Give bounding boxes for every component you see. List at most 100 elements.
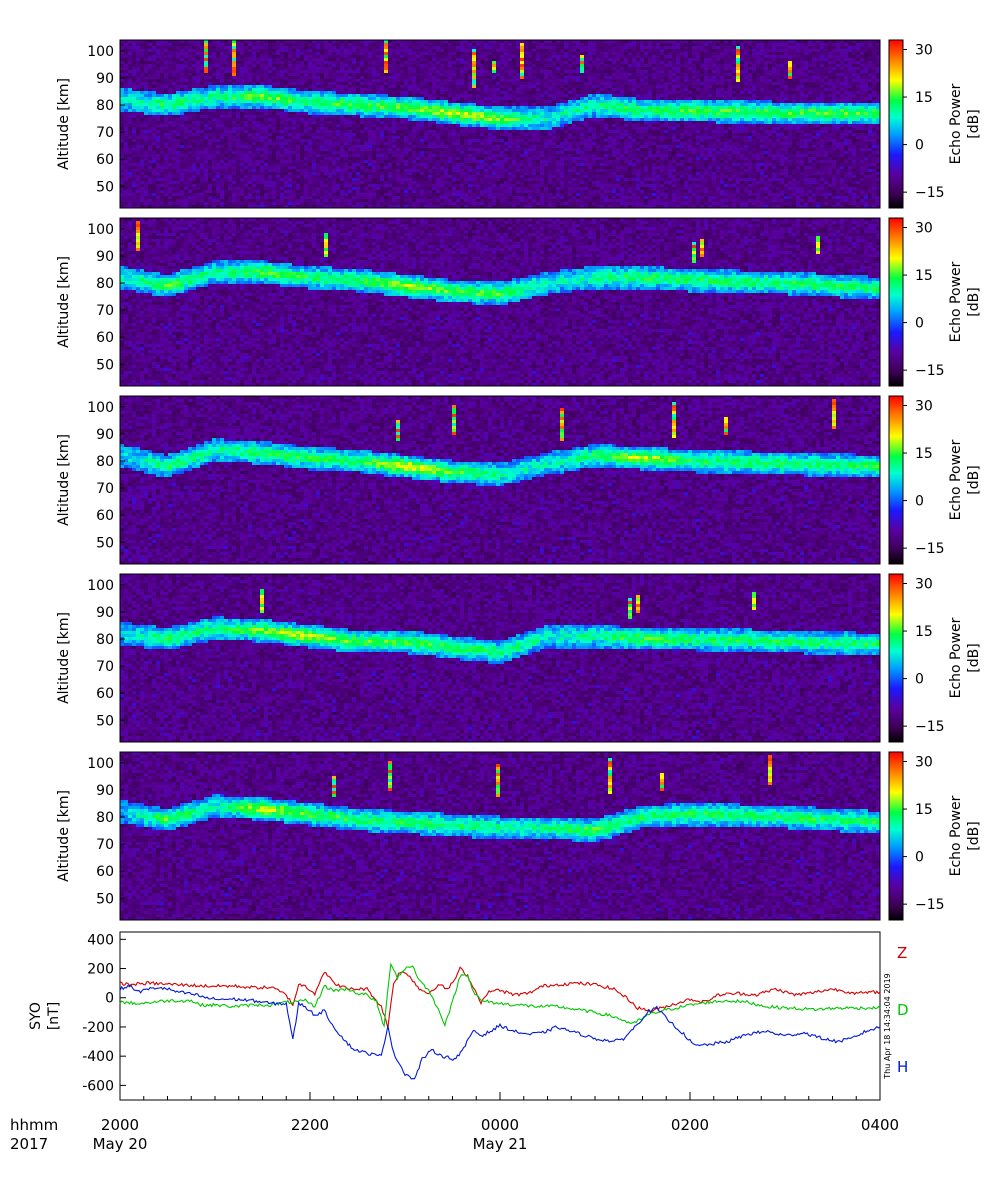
colorbar-label: Echo Power — [948, 617, 964, 698]
y-tick-label: 80 — [96, 810, 114, 826]
y-tick-label: 70 — [96, 837, 114, 853]
time-axis-row1-label: hhmm — [10, 1116, 58, 1134]
timestamp: Thu Apr 18 14:34:04 2019 — [883, 973, 892, 1080]
y-axis-label: Altitude [km] — [56, 612, 72, 704]
colorbar-gradient — [889, 40, 903, 208]
y-tick-label: 60 — [96, 508, 114, 524]
y-tick-label: 90 — [96, 427, 114, 443]
colorbar-tick-label: 0 — [915, 850, 924, 866]
heatmap-cells — [120, 752, 880, 920]
colorbar-tick-label: 15 — [915, 268, 933, 284]
y-tick-label: 70 — [96, 481, 114, 497]
colorbar-label: Echo Power — [948, 261, 964, 342]
y-tick-label: 100 — [87, 756, 114, 772]
colorbar-unit: [dB] — [966, 643, 982, 672]
date-label: May 20 — [93, 1135, 148, 1153]
heatmap-cells — [120, 218, 880, 386]
time-tick-label: 0000 — [481, 1116, 519, 1134]
colorbar-tick-label: 15 — [915, 624, 933, 640]
y-tick-label: 60 — [96, 864, 114, 880]
mag-y-tick-label: -600 — [82, 1078, 114, 1094]
y-tick-label: 50 — [96, 179, 114, 195]
time-tick-label: 0400 — [861, 1116, 899, 1134]
colorbar-tick-label: 15 — [915, 802, 933, 818]
mag-y-label: SYO — [28, 1002, 44, 1030]
colorbar-unit: [dB] — [966, 109, 982, 138]
echo-panel-1: 50 60 70 80 90 100 Altitude [km] −15 0 15 30 Echo P… — [56, 40, 982, 208]
series-label-Z: Z — [897, 944, 907, 962]
y-tick-label: 80 — [96, 98, 114, 114]
colorbar-tick-label: −15 — [915, 363, 945, 379]
colorbar-tick-label: 30 — [915, 399, 933, 415]
y-axis-label: Altitude [km] — [56, 256, 72, 348]
colorbar-gradient — [889, 752, 903, 920]
y-axis-label: Altitude [km] — [56, 790, 72, 882]
date-label: May 21 — [473, 1135, 528, 1153]
y-tick-label: 100 — [87, 44, 114, 60]
y-tick-label: 80 — [96, 632, 114, 648]
echo-panels: 50 60 70 80 90 100 Altitude [km] −15 0 15 30 Echo P… — [56, 40, 982, 920]
colorbar-tick-label: 0 — [915, 138, 924, 154]
colorbar-tick-label: −15 — [915, 185, 945, 201]
y-tick-label: 90 — [96, 605, 114, 621]
time-tick-label: 0200 — [671, 1116, 709, 1134]
y-tick-label: 60 — [96, 152, 114, 168]
mag-y-tick-label: 0 — [105, 991, 114, 1007]
mag-frame — [120, 932, 880, 1100]
colorbar-tick-label: 0 — [915, 494, 924, 510]
colorbar-tick-label: −15 — [915, 541, 945, 557]
y-tick-label: 100 — [87, 222, 114, 238]
colorbar: −15 0 15 30 Echo Power [dB] — [889, 396, 982, 564]
mag-y-tick-label: 200 — [87, 962, 114, 978]
time-tick-label: 2200 — [291, 1116, 329, 1134]
colorbar-tick-label: 30 — [915, 43, 933, 59]
colorbar-tick-label: 15 — [915, 446, 933, 462]
y-tick-label: 90 — [96, 249, 114, 265]
y-tick-label: 50 — [96, 357, 114, 373]
y-tick-label: 70 — [96, 125, 114, 141]
colorbar: −15 0 15 30 Echo Power [dB] — [889, 218, 982, 386]
y-tick-label: 70 — [96, 659, 114, 675]
y-tick-label: 80 — [96, 454, 114, 470]
colorbar-tick-label: 0 — [915, 672, 924, 688]
colorbar-tick-label: 15 — [915, 90, 933, 106]
colorbar-tick-label: −15 — [915, 897, 945, 913]
colorbar-unit: [dB] — [966, 465, 982, 494]
y-tick-label: 50 — [96, 535, 114, 551]
series-label-D: D — [897, 1001, 909, 1019]
colorbar-label: Echo Power — [948, 439, 964, 520]
colorbar: −15 0 15 30 Echo Power [dB] — [889, 40, 982, 208]
series-label-H: H — [897, 1058, 908, 1076]
colorbar-unit: [dB] — [966, 821, 982, 850]
colorbar-unit: [dB] — [966, 287, 982, 316]
colorbar-tick-label: 30 — [915, 755, 933, 771]
mag-y-tick-label: -400 — [82, 1049, 114, 1065]
y-tick-label: 60 — [96, 686, 114, 702]
heatmap-cells — [120, 40, 880, 208]
y-tick-label: 90 — [96, 71, 114, 87]
colorbar-tick-label: 0 — [915, 316, 924, 332]
colorbar-tick-label: 30 — [915, 221, 933, 237]
heatmap-cells — [120, 574, 880, 742]
y-tick-label: 60 — [96, 330, 114, 346]
mag-y-tick-label: 400 — [87, 932, 114, 948]
colorbar-label: Echo Power — [948, 83, 964, 164]
y-tick-label: 50 — [96, 891, 114, 907]
mag-y-unit: [nT] — [46, 1002, 62, 1030]
time-tick-label: 2000 — [101, 1116, 139, 1134]
y-axis-label: Altitude [km] — [56, 78, 72, 170]
colorbar-label: Echo Power — [948, 795, 964, 876]
colorbar-tick-label: −15 — [915, 719, 945, 735]
y-tick-label: 70 — [96, 303, 114, 319]
y-axis-label: Altitude [km] — [56, 434, 72, 526]
time-axis-row2-label: 2017 — [10, 1135, 48, 1153]
heatmap-cells — [120, 396, 880, 564]
